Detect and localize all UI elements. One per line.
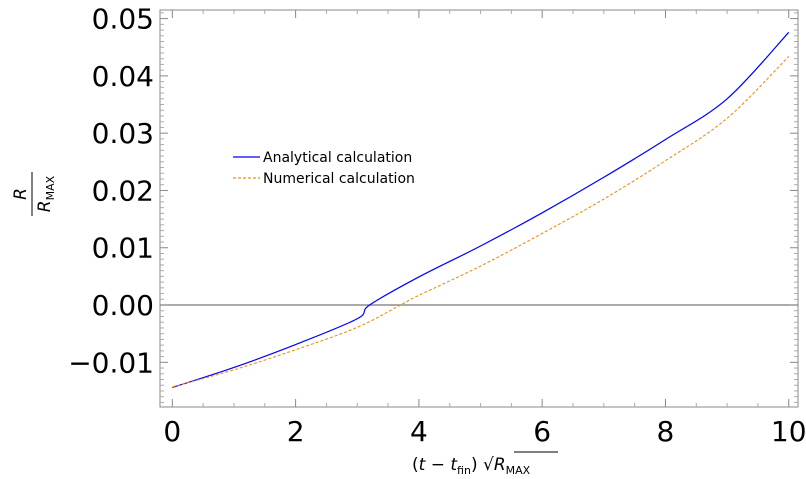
y-tick-label: 0.03 (92, 117, 154, 150)
x-tick-label: 6 (533, 415, 551, 448)
x-ticks: 0 2 4 6 8 10 (163, 10, 806, 448)
x-tick-label: 0 (163, 415, 181, 448)
series-line-numerical (172, 56, 790, 388)
legend: Analytical calculation Numerical calculat… (233, 150, 415, 187)
svg-text:R: R (11, 188, 31, 200)
x-tick-label: 10 (771, 415, 806, 448)
x-tick-label: 2 (287, 415, 305, 448)
y-tick-label: 0.02 (92, 174, 154, 207)
y-tick-label: 0.01 (92, 232, 154, 265)
y-tick-label: −0.01 (68, 346, 154, 379)
y-tick-label: 0.05 (92, 3, 154, 36)
y-tick-label: 0.04 (92, 60, 154, 93)
plot-frame (159, 9, 799, 408)
y-ticks: −0.01 0.00 0.01 0.02 0.03 0.04 0.05 (68, 3, 798, 403)
y-tick-label: 0.00 (92, 289, 154, 322)
y-axis-label: R RMAX (11, 172, 57, 216)
svg-text:RMAX: RMAX (35, 175, 57, 212)
legend-label: Analytical calculation (263, 150, 412, 166)
plot-border (159, 9, 799, 408)
series-line-analytical (172, 31, 790, 389)
x-axis-label: (t − tfin) √RMAX (412, 455, 531, 477)
x-tick-label: 4 (410, 415, 428, 448)
x-tick-label: 8 (657, 415, 675, 448)
legend-label: Numerical calculation (263, 171, 415, 187)
series-group (172, 31, 790, 389)
